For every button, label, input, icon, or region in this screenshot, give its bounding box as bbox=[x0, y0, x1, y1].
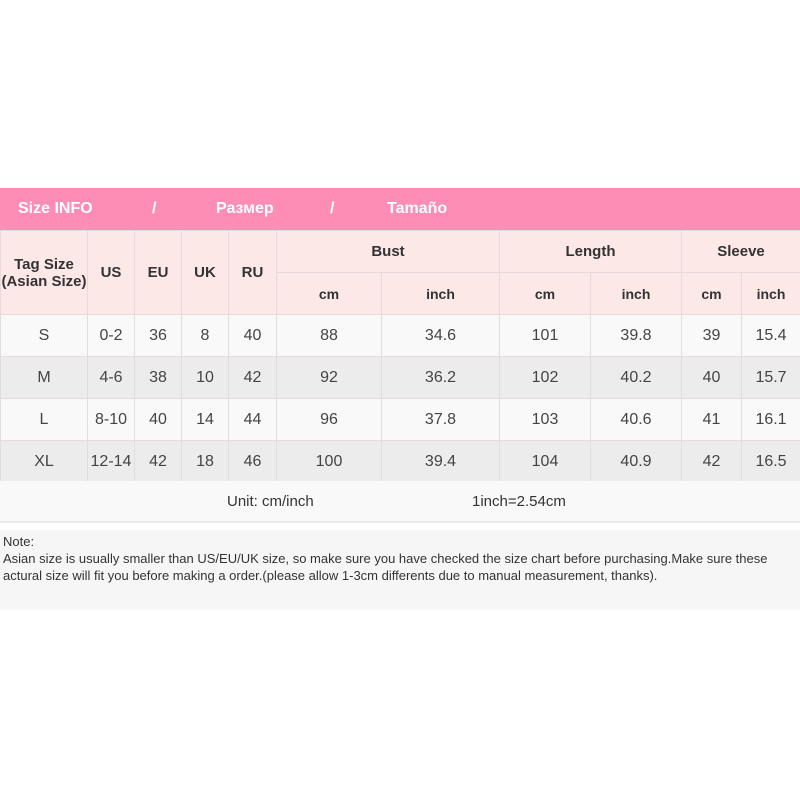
cell-sleeve-inch: 15.7 bbox=[740, 356, 800, 399]
header-bust-inch: inch bbox=[381, 272, 500, 315]
unit-conversion: 1inch=2.54cm bbox=[472, 493, 566, 510]
size-info-banner: Size INFO / Размер / Tamaño bbox=[0, 188, 800, 230]
cell-uk: 10 bbox=[181, 356, 229, 399]
cell-eu: 36 bbox=[134, 314, 182, 357]
header-uk: UK bbox=[181, 230, 229, 315]
cell-bust-cm: 100 bbox=[276, 440, 382, 483]
header-bust: Bust bbox=[276, 230, 500, 273]
cell-eu: 38 bbox=[134, 356, 182, 399]
cell-length-inch: 40.2 bbox=[590, 356, 682, 399]
cell-ru: 42 bbox=[228, 356, 277, 399]
cell-sleeve-inch: 16.1 bbox=[740, 398, 800, 441]
cell-tag-size: S bbox=[0, 314, 88, 357]
cell-tag-size: M bbox=[0, 356, 88, 399]
banner-title-ru: Размер bbox=[216, 200, 274, 217]
note-title: Note: bbox=[3, 534, 35, 549]
header-ru: RU bbox=[228, 230, 277, 315]
cell-us: 8-10 bbox=[87, 398, 135, 441]
cell-length-cm: 102 bbox=[499, 356, 591, 399]
size-table: Tag Size (Asian Size) US EU UK RU Bust L… bbox=[0, 230, 800, 483]
cell-length-cm: 103 bbox=[499, 398, 591, 441]
cell-sleeve-cm: 42 bbox=[681, 440, 742, 483]
cell-uk: 18 bbox=[181, 440, 229, 483]
cell-sleeve-cm: 40 bbox=[681, 356, 742, 399]
cell-length-inch: 39.8 bbox=[590, 314, 682, 357]
table-row: S 0-2 36 8 40 88 34.6 101 39.8 39 15.4 bbox=[0, 314, 800, 357]
cell-sleeve-inch: 15.4 bbox=[740, 314, 800, 357]
cell-eu: 42 bbox=[134, 440, 182, 483]
cell-bust-cm: 92 bbox=[276, 356, 382, 399]
header-eu: EU bbox=[134, 230, 182, 315]
table-row: XL 12-14 42 18 46 100 39.4 104 40.9 42 16.5 bbox=[0, 440, 800, 483]
cell-bust-inch: 37.8 bbox=[381, 398, 500, 441]
banner-separator: / bbox=[152, 200, 157, 217]
note-text: Asian size is usually smaller than US/EU… bbox=[3, 551, 768, 583]
cell-tag-size: L bbox=[0, 398, 88, 441]
table-row: M 4-6 38 10 42 92 36.2 102 40.2 40 15.7 bbox=[0, 356, 800, 399]
header-sleeve-inch: inch bbox=[740, 272, 800, 315]
header-sleeve-cm: cm bbox=[681, 272, 742, 315]
cell-length-cm: 104 bbox=[499, 440, 591, 483]
header-us: US bbox=[87, 230, 135, 315]
cell-ru: 46 bbox=[228, 440, 277, 483]
cell-tag-size: XL bbox=[0, 440, 88, 483]
cell-uk: 8 bbox=[181, 314, 229, 357]
cell-eu: 40 bbox=[134, 398, 182, 441]
cell-bust-inch: 34.6 bbox=[381, 314, 500, 357]
cell-sleeve-inch: 16.5 bbox=[740, 440, 800, 483]
cell-sleeve-cm: 39 bbox=[681, 314, 742, 357]
cell-uk: 14 bbox=[181, 398, 229, 441]
header-length-inch: inch bbox=[590, 272, 682, 315]
cell-bust-cm: 88 bbox=[276, 314, 382, 357]
cell-bust-inch: 36.2 bbox=[381, 356, 500, 399]
cell-bust-cm: 96 bbox=[276, 398, 382, 441]
header-bust-cm: cm bbox=[276, 272, 382, 315]
header-sleeve: Sleeve bbox=[680, 230, 800, 273]
cell-sleeve-cm: 41 bbox=[681, 398, 742, 441]
cell-bust-inch: 39.4 bbox=[381, 440, 500, 483]
unit-row: Unit: cm/inch 1inch=2.54cm bbox=[0, 481, 800, 523]
table-row: L 8-10 40 14 44 96 37.8 103 40.6 41 16.1 bbox=[0, 398, 800, 441]
unit-label: Unit: cm/inch bbox=[227, 493, 314, 510]
cell-us: 0-2 bbox=[87, 314, 135, 357]
cell-length-inch: 40.6 bbox=[590, 398, 682, 441]
cell-ru: 40 bbox=[228, 314, 277, 357]
banner-title: Size INFO bbox=[18, 200, 93, 217]
banner-title-es: Tamaño bbox=[387, 200, 448, 217]
header-length-cm: cm bbox=[499, 272, 591, 315]
note-section: Note: Asian size is usually smaller than… bbox=[0, 530, 800, 610]
cell-ru: 44 bbox=[228, 398, 277, 441]
header-length: Length bbox=[499, 230, 682, 273]
cell-length-inch: 40.9 bbox=[590, 440, 682, 483]
banner-separator: / bbox=[330, 200, 335, 217]
cell-us: 4-6 bbox=[87, 356, 135, 399]
cell-us: 12-14 bbox=[87, 440, 135, 483]
header-tag-size: Tag Size (Asian Size) bbox=[0, 230, 88, 315]
cell-length-cm: 101 bbox=[499, 314, 591, 357]
